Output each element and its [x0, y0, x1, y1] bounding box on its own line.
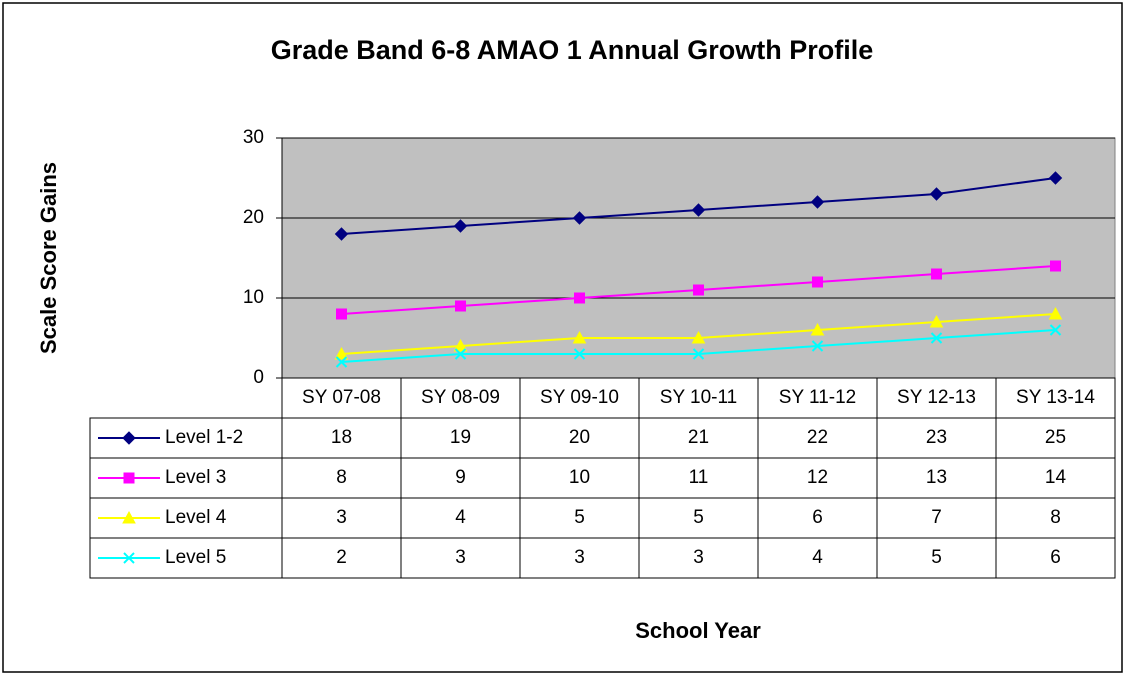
marker	[572, 330, 587, 344]
table-value: 13	[926, 467, 947, 488]
table-value: 10	[569, 467, 590, 488]
chart-title: Grade Band 6-8 AMAO 1 Annual Growth Prof…	[271, 35, 874, 65]
table-value: 8	[336, 467, 347, 488]
marker	[810, 195, 825, 209]
marker	[810, 322, 825, 336]
table-value: 4	[455, 507, 466, 528]
marker	[1048, 306, 1063, 320]
marker	[1048, 171, 1063, 185]
marker	[335, 356, 348, 368]
x-tick-label: SY 09-10	[540, 387, 619, 408]
marker	[572, 211, 587, 225]
marker	[334, 346, 349, 360]
marker	[454, 348, 467, 360]
table-value: 3	[693, 547, 704, 568]
y-tick-label: 10	[243, 287, 264, 308]
table-value: 23	[926, 427, 947, 448]
x-tick-label: SY 10-11	[660, 387, 737, 408]
legend-label: Level 5	[165, 547, 226, 568]
table-value: 3	[455, 547, 466, 568]
legend-marker	[123, 552, 135, 564]
table-value: 11	[689, 467, 709, 488]
marker	[453, 219, 468, 233]
marker	[455, 300, 466, 312]
marker	[1049, 324, 1062, 336]
table-value: 18	[331, 427, 352, 448]
x-tick-label: SY 07-08	[302, 387, 381, 408]
marker	[1050, 260, 1061, 272]
marker	[930, 332, 943, 344]
legend-marker	[122, 510, 136, 524]
table-value: 12	[807, 467, 828, 488]
table-value: 19	[450, 427, 471, 448]
table-value: 14	[1045, 467, 1067, 488]
marker	[931, 268, 942, 280]
marker	[812, 276, 823, 288]
marker	[573, 348, 586, 360]
x-axis-title: School Year	[635, 618, 761, 643]
y-tick-label: 30	[243, 127, 264, 148]
table-value: 5	[693, 507, 704, 528]
marker	[691, 330, 706, 344]
marker	[692, 348, 705, 360]
legend-marker	[122, 431, 136, 445]
table-value: 3	[574, 547, 585, 568]
legend-label: Level 1-2	[165, 427, 243, 448]
x-tick-label: SY 12-13	[897, 387, 976, 408]
legend-marker	[123, 472, 135, 484]
y-tick-label: 20	[243, 207, 264, 228]
table-value: 9	[455, 467, 466, 488]
table-value: 4	[812, 547, 823, 568]
table-value: 5	[574, 507, 585, 528]
marker	[929, 314, 944, 328]
marker	[691, 203, 706, 217]
table-value: 8	[1050, 507, 1061, 528]
legend-label: Level 3	[165, 467, 226, 488]
table-value: 21	[688, 427, 709, 448]
table-value: 7	[931, 507, 942, 528]
marker	[574, 292, 585, 304]
marker	[811, 340, 824, 352]
table-value: 20	[569, 427, 590, 448]
marker	[453, 338, 468, 352]
table-value: 3	[336, 507, 347, 528]
table-value: 6	[812, 507, 823, 528]
marker	[336, 308, 347, 320]
table-value: 25	[1045, 427, 1066, 448]
y-axis-title: Scale Score Gains	[36, 162, 61, 354]
legend-label: Level 4	[165, 507, 227, 528]
table-value: 5	[931, 547, 942, 568]
table-value: 22	[807, 427, 828, 448]
marker	[929, 187, 944, 201]
y-tick-label: 0	[253, 367, 264, 388]
x-tick-label: SY 11-12	[779, 387, 856, 408]
x-tick-label: SY 13-14	[1016, 387, 1095, 408]
marker	[693, 284, 704, 296]
table-value: 2	[336, 547, 347, 568]
x-tick-label: SY 08-09	[421, 387, 500, 408]
table-value: 6	[1050, 547, 1061, 568]
marker	[334, 227, 349, 241]
